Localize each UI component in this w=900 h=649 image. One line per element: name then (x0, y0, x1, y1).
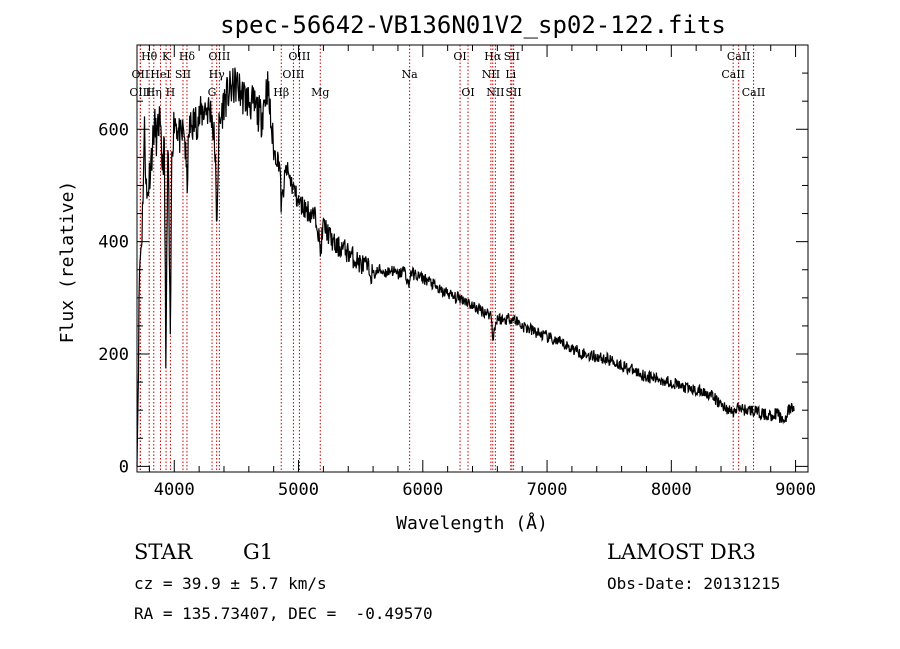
plot-axes: 4000 5000 6000 7000 8000 9000 0 200 400 600 (98, 44, 816, 500)
x-tick-label: 7000 (527, 480, 568, 500)
x-tick-label: 5000 (278, 480, 319, 500)
line-label: CaII (742, 86, 766, 99)
line-label: G (208, 86, 217, 99)
object-subclass: G1 (243, 540, 274, 564)
y-tick-label: 400 (98, 233, 129, 253)
line-label: HeI (150, 68, 170, 81)
line-label: Li (505, 68, 516, 81)
line-label: Hθ (141, 50, 158, 63)
line-label: Hβ (273, 86, 289, 99)
line-label: SII (504, 50, 520, 63)
line-label: Hγ (209, 68, 226, 81)
y-tick-label: 600 (98, 120, 129, 140)
line-label: SII (175, 68, 191, 81)
y-tick-label: 0 (119, 457, 129, 477)
spectrum-line (136, 67, 795, 467)
axes-frame (136, 44, 809, 473)
object-class: STAR (134, 540, 193, 564)
coordinates: RA = 135.73407, DEC = -0.49570 (134, 604, 433, 623)
survey-name: LAMOST DR3 (607, 540, 756, 564)
line-label: Hα (484, 50, 502, 63)
line-labels: Hθ OII OIII K HeI Hη H SII Hδ OIII Hγ G OIII OIII Hβ Mg… (129, 50, 765, 99)
x-axis-label: Wavelength (Å) (396, 512, 548, 534)
y-tick-label: 200 (98, 345, 129, 365)
line-label: Mg (311, 86, 329, 99)
line-label: OIII (288, 50, 310, 63)
line-label: SII (506, 86, 522, 99)
line-label: CaII (721, 68, 745, 81)
line-label: OIII (129, 86, 151, 99)
line-label: OI (453, 50, 466, 63)
line-label: K (162, 50, 171, 63)
line-label: CaII (727, 50, 751, 63)
obs-date: Obs-Date: 20131215 (607, 574, 781, 593)
line-label: OIII (282, 68, 304, 81)
spectrum-series (136, 67, 795, 467)
line-label: Hη (146, 86, 162, 99)
x-tick-label: 8000 (651, 480, 692, 500)
line-label: OII (131, 68, 149, 81)
emission-line-markers (139, 45, 755, 472)
line-label: Na (402, 68, 419, 81)
line-label: OIII (208, 50, 230, 63)
chart-title: spec-56642-VB136N01V2_sp02-122.fits (220, 11, 726, 39)
line-label: NII (486, 86, 504, 99)
line-label: OI (461, 86, 474, 99)
y-axis-label: Flux (relative) (57, 181, 78, 344)
x-tick-label: 4000 (154, 480, 195, 500)
x-tick-label: 6000 (402, 480, 443, 500)
x-tick-label: 9000 (775, 480, 816, 500)
line-label: H (166, 86, 176, 99)
line-label: Hδ (179, 50, 196, 63)
line-label: NII (482, 68, 500, 81)
redshift-readout: cz = 39.9 ± 5.7 km/s (134, 574, 327, 593)
